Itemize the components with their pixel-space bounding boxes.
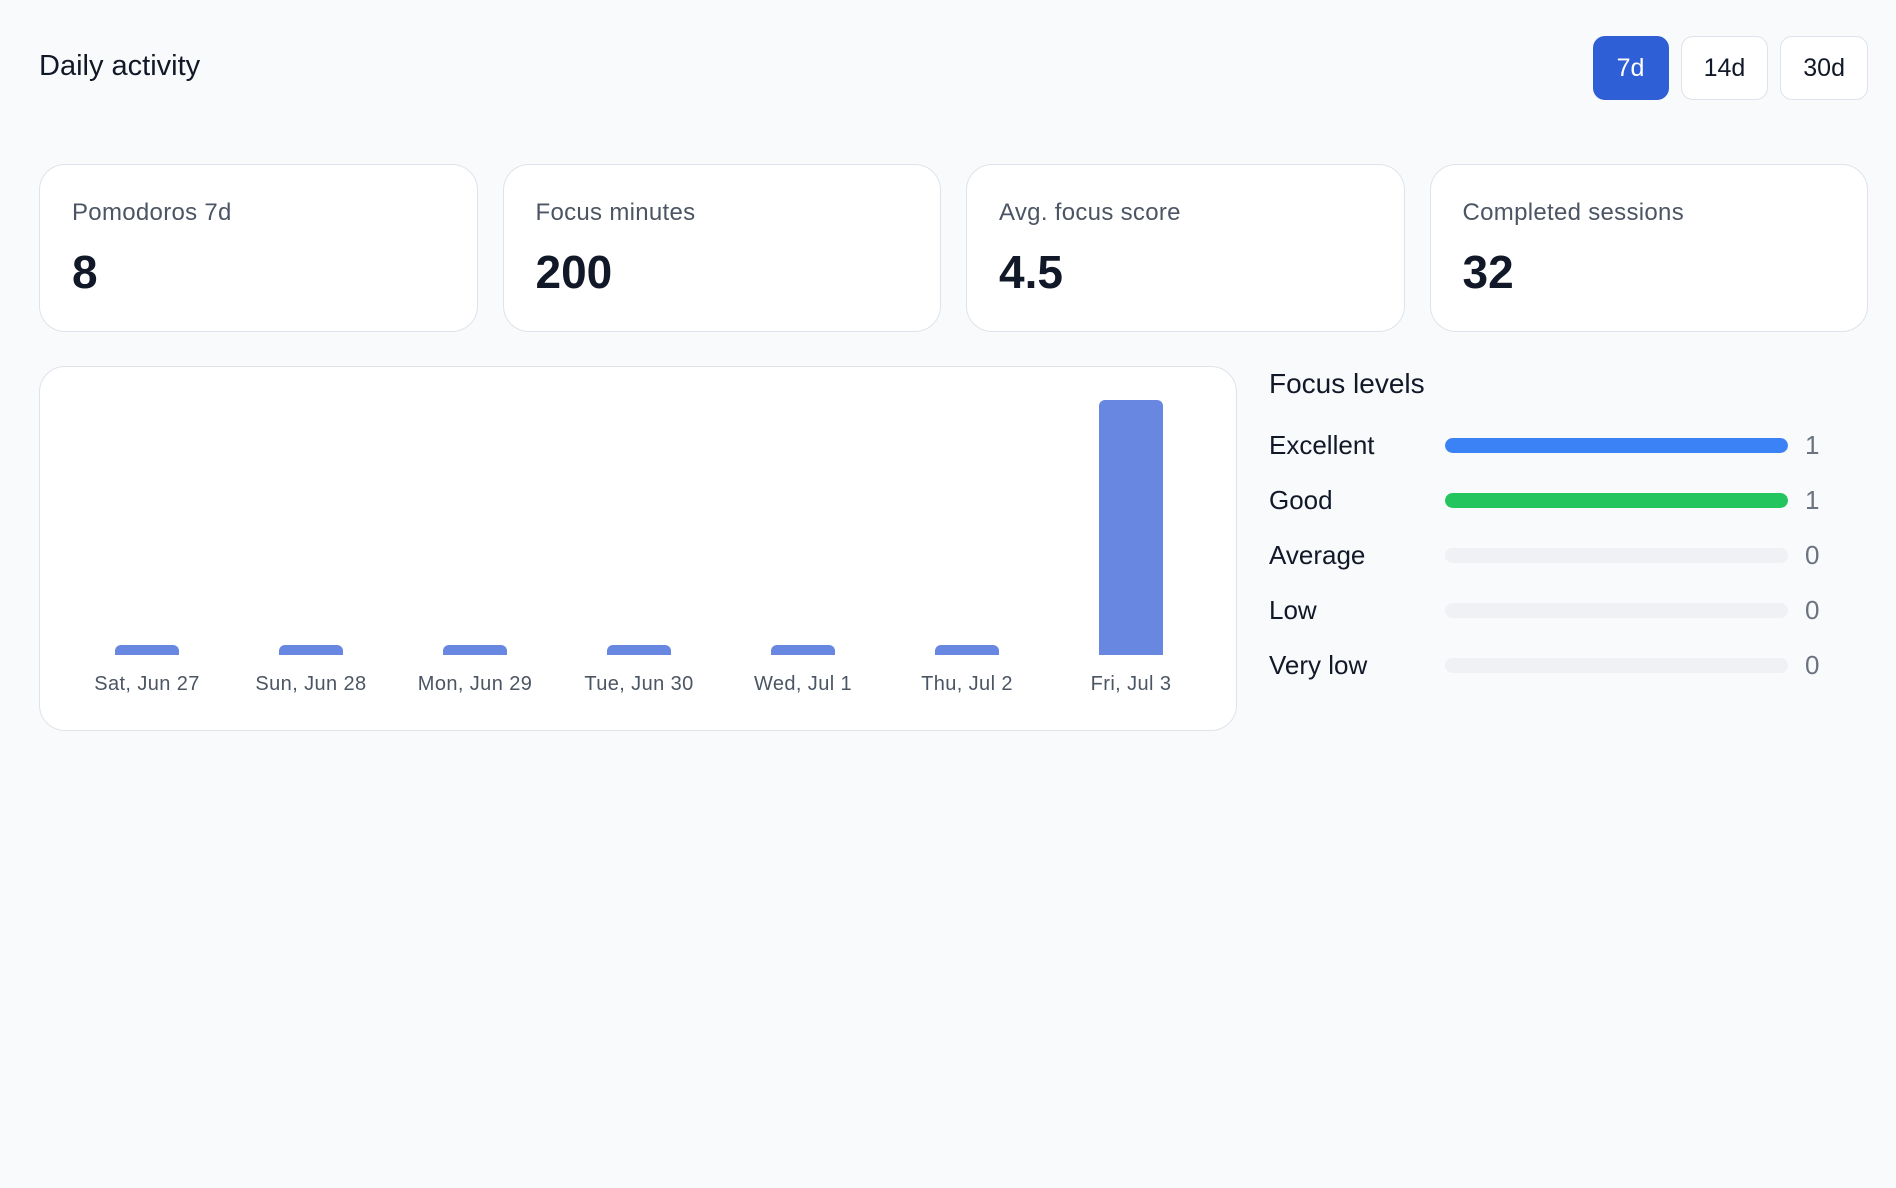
- focus-level-bar-track: [1445, 548, 1788, 563]
- focus-level-row: Very low 0: [1269, 638, 1829, 693]
- focus-levels-title: Focus levels: [1269, 368, 1425, 399]
- focus-level-row: Good 1: [1269, 473, 1829, 528]
- chart-bar-baseline-mask: [934, 655, 1000, 663]
- page-title: Daily activity: [39, 50, 201, 82]
- focus-level-bar-track: [1445, 603, 1788, 618]
- focus-level-label: Average: [1269, 540, 1366, 570]
- stats-row: Pomodoros 7d 8 Focus minutes 200 Avg. fo…: [39, 164, 1868, 332]
- focus-level-label: Excellent: [1269, 430, 1375, 460]
- range-button-7d[interactable]: 7d: [1592, 36, 1669, 100]
- chart-x-tick-label: Tue, Jun 30: [584, 673, 693, 695]
- focus-level-bar-fill: [1445, 493, 1788, 508]
- chart-bar-baseline-mask: [1098, 655, 1164, 663]
- range-selector: 7d 14d 30d: [1592, 36, 1868, 100]
- focus-level-count: 0: [1805, 650, 1820, 680]
- stat-label: Pomodoros 7d: [72, 199, 232, 226]
- focus-level-row: Low 0: [1269, 583, 1829, 638]
- range-button-30d[interactable]: 30d: [1780, 36, 1868, 100]
- stat-card-completed-sessions: Completed sessions 32: [1429, 164, 1868, 332]
- focus-level-row: Excellent 1: [1269, 418, 1829, 473]
- chart-bar-baseline-mask: [114, 655, 180, 663]
- chart-bar-baseline-mask: [442, 655, 508, 663]
- chart-bar-baseline-mask: [606, 655, 672, 663]
- stat-value: 4.5: [999, 246, 1063, 298]
- focus-level-count: 1: [1805, 430, 1820, 460]
- chart-x-tick-label: Sun, Jun 28: [255, 673, 366, 695]
- chart-x-tick-label: Fri, Jul 3: [1091, 673, 1172, 695]
- chart-bar-baseline-mask: [770, 655, 836, 663]
- stat-card-avg-focus-score: Avg. focus score 4.5: [966, 164, 1405, 332]
- focus-level-label: Very low: [1269, 650, 1368, 680]
- daily-chart-card: Sat, Jun 27 Sun, Jun 28 Mon, Jun 29 Tue, Ju…: [39, 366, 1237, 731]
- focus-levels-panel: Focus levels Excellent 1 Good 1 Average 0 Low 0…: [1269, 366, 1829, 693]
- focus-level-bar-track: [1445, 493, 1788, 508]
- chart-bar-baseline-mask: [278, 655, 344, 663]
- focus-levels-list: Excellent 1 Good 1 Average 0 Low 0 Very low 0: [1269, 418, 1829, 693]
- stat-label: Avg. focus score: [999, 199, 1181, 226]
- daily-bar-chart: Sat, Jun 27 Sun, Jun 28 Mon, Jun 29 Tue, Ju…: [94, 400, 1172, 695]
- chart-x-tick-label: Sat, Jun 27: [94, 673, 200, 695]
- stat-card-pomodoros: Pomodoros 7d 8: [39, 164, 478, 332]
- chart-bar: [1099, 400, 1163, 661]
- focus-level-count: 0: [1805, 595, 1820, 625]
- focus-level-count: 1: [1805, 485, 1820, 515]
- chart-x-tick-label: Thu, Jul 2: [921, 673, 1013, 695]
- stat-card-focus-minutes: Focus minutes 200: [502, 164, 941, 332]
- range-button-14d[interactable]: 14d: [1680, 36, 1769, 100]
- stat-value: 32: [1462, 246, 1514, 298]
- focus-level-row: Average 0: [1269, 528, 1829, 583]
- stat-label: Completed sessions: [1462, 199, 1685, 226]
- chart-x-tick-label: Wed, Jul 1: [754, 673, 852, 695]
- focus-level-label: Good: [1269, 485, 1333, 515]
- focus-level-bar-track: [1445, 658, 1788, 673]
- focus-level-label: Low: [1269, 595, 1317, 625]
- focus-level-count: 0: [1805, 540, 1820, 570]
- stat-value: 200: [535, 246, 613, 298]
- focus-level-bar-track: [1445, 438, 1788, 453]
- stat-label: Focus minutes: [535, 199, 696, 226]
- stat-value: 8: [72, 246, 98, 298]
- focus-level-bar-fill: [1445, 438, 1788, 453]
- chart-x-tick-label: Mon, Jun 29: [418, 673, 532, 695]
